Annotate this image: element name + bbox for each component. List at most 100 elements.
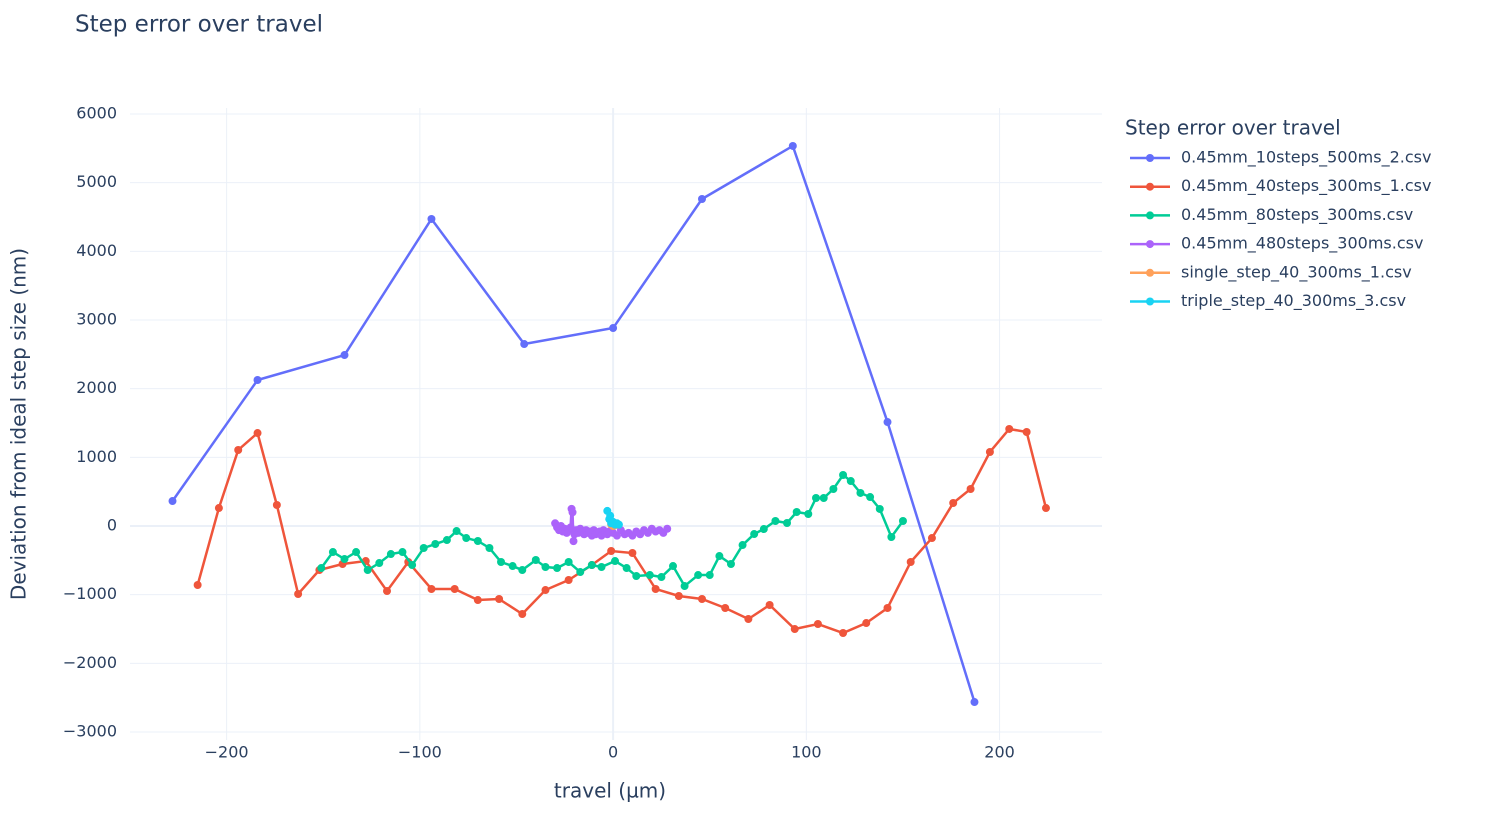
- marker: [531, 556, 540, 565]
- marker: [427, 584, 436, 593]
- marker: [985, 447, 994, 456]
- marker: [234, 445, 243, 454]
- marker: [883, 418, 892, 427]
- marker: [812, 493, 821, 502]
- marker: [473, 536, 482, 545]
- marker: [1005, 424, 1014, 433]
- y-tick-label: 2000: [76, 378, 117, 397]
- marker: [750, 530, 759, 539]
- marker: [383, 587, 392, 596]
- marker: [883, 604, 892, 613]
- y-tick-label: 5000: [76, 172, 117, 191]
- marker: [576, 568, 585, 577]
- marker: [386, 550, 395, 559]
- legend-title: Step error over travel: [1125, 116, 1341, 140]
- marker: [408, 561, 417, 570]
- marker: [628, 549, 637, 558]
- marker: [427, 214, 436, 223]
- marker: [966, 484, 975, 493]
- line: [171, 144, 976, 703]
- series: [168, 141, 979, 707]
- marker: [541, 563, 550, 572]
- marker: [431, 540, 440, 549]
- marker: [398, 548, 407, 557]
- marker: [622, 564, 631, 573]
- marker: [442, 536, 451, 545]
- marker: [569, 537, 578, 546]
- y-tick-label: −3000: [63, 722, 117, 741]
- y-tick-label: 3000: [76, 309, 117, 328]
- legend-label: 0.45mm_480steps_300ms.csv: [1181, 234, 1423, 254]
- marker: [606, 511, 615, 520]
- marker: [738, 541, 747, 550]
- marker: [804, 509, 813, 518]
- marker: [663, 524, 672, 533]
- marker: [452, 527, 461, 536]
- legend-label: 0.45mm_40steps_300ms_1.csv: [1181, 176, 1431, 196]
- marker: [253, 376, 262, 385]
- marker: [609, 324, 618, 333]
- marker: [970, 698, 979, 707]
- marker: [294, 590, 303, 599]
- marker: [866, 493, 875, 502]
- x-tick-label: 200: [984, 743, 1015, 762]
- marker: [705, 571, 714, 580]
- marker: [783, 518, 792, 527]
- marker: [363, 566, 372, 575]
- marker: [340, 555, 349, 564]
- marker: [790, 625, 799, 634]
- marker: [829, 484, 838, 493]
- marker: [450, 584, 459, 593]
- marker: [632, 572, 641, 581]
- series: [603, 506, 623, 529]
- marker: [317, 564, 326, 573]
- marker: [328, 548, 337, 557]
- marker: [645, 571, 654, 580]
- marker: [839, 470, 848, 479]
- marker: [651, 584, 660, 593]
- y-tick-label: −2000: [63, 653, 117, 672]
- x-tick-label: 0: [608, 743, 618, 762]
- marker: [788, 141, 797, 150]
- legend-marker: [1146, 240, 1154, 249]
- marker: [508, 562, 517, 571]
- marker: [518, 566, 527, 575]
- marker: [375, 559, 384, 568]
- legend-marker: [1146, 297, 1154, 306]
- marker: [906, 557, 915, 566]
- marker: [564, 575, 573, 584]
- x-tick-label: −200: [205, 743, 249, 762]
- line: [196, 427, 1048, 635]
- marker: [1022, 428, 1031, 437]
- marker: [927, 534, 936, 543]
- marker: [614, 520, 623, 529]
- marker: [253, 429, 262, 438]
- marker: [856, 488, 865, 497]
- marker: [744, 614, 753, 623]
- marker: [597, 563, 606, 572]
- marker: [875, 504, 884, 513]
- marker: [697, 595, 706, 604]
- marker: [340, 351, 349, 360]
- marker: [759, 525, 768, 534]
- series: [317, 470, 907, 591]
- marker: [495, 595, 504, 604]
- marker: [1041, 504, 1050, 513]
- marker: [721, 604, 730, 613]
- y-axis-title: Deviation from ideal step size (nm): [7, 248, 31, 600]
- y-tick-label: 4000: [76, 241, 117, 260]
- y-tick-label: 1000: [76, 447, 117, 466]
- marker: [846, 477, 855, 486]
- marker: [419, 543, 428, 552]
- legend-marker: [1146, 154, 1154, 162]
- marker: [839, 629, 848, 638]
- legend-marker: [1146, 211, 1154, 220]
- marker: [564, 557, 573, 566]
- marker: [168, 497, 177, 506]
- marker: [715, 552, 724, 561]
- legend-label: single_step_40_300ms_1.csv: [1181, 262, 1412, 282]
- marker: [568, 508, 577, 517]
- marker: [765, 600, 774, 609]
- marker: [697, 194, 706, 203]
- legend-marker: [1146, 268, 1154, 277]
